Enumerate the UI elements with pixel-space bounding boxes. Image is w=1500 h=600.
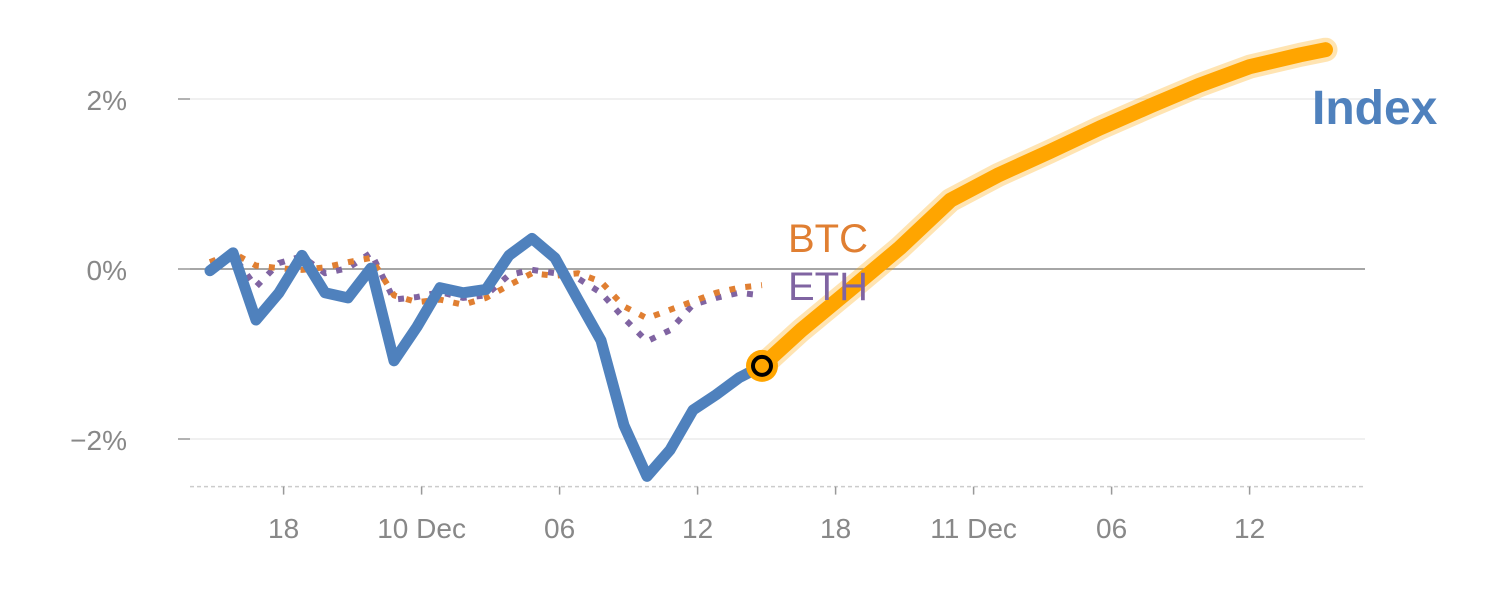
x-tick-label: 18 (268, 513, 299, 544)
x-tick-label: 12 (1234, 513, 1265, 544)
series-line-index (204, 232, 768, 482)
x-tick-label: 11 Dec (930, 513, 1017, 544)
y-tick-label: 2% (87, 85, 127, 116)
x-tick-label: 06 (1096, 513, 1127, 544)
x-tick-label: 06 (544, 513, 575, 544)
forecast-start-marker (746, 349, 778, 382)
forecast-line (754, 42, 1333, 374)
y-tick-label: −2% (70, 425, 127, 456)
forecast-glow (750, 37, 1338, 378)
x-tick-label: 10 Dec (377, 513, 466, 544)
series-label-btc: BTC (788, 217, 868, 261)
series-line-btc (208, 249, 763, 322)
forecast-start-marker-ring (751, 354, 773, 377)
series-label-eth: ETH (788, 265, 868, 309)
x-tick-label: 18 (820, 513, 851, 544)
y-tick-label: 0% (87, 255, 127, 286)
x-tick-label: 12 (682, 513, 713, 544)
series-label-index: Index (1312, 82, 1438, 135)
